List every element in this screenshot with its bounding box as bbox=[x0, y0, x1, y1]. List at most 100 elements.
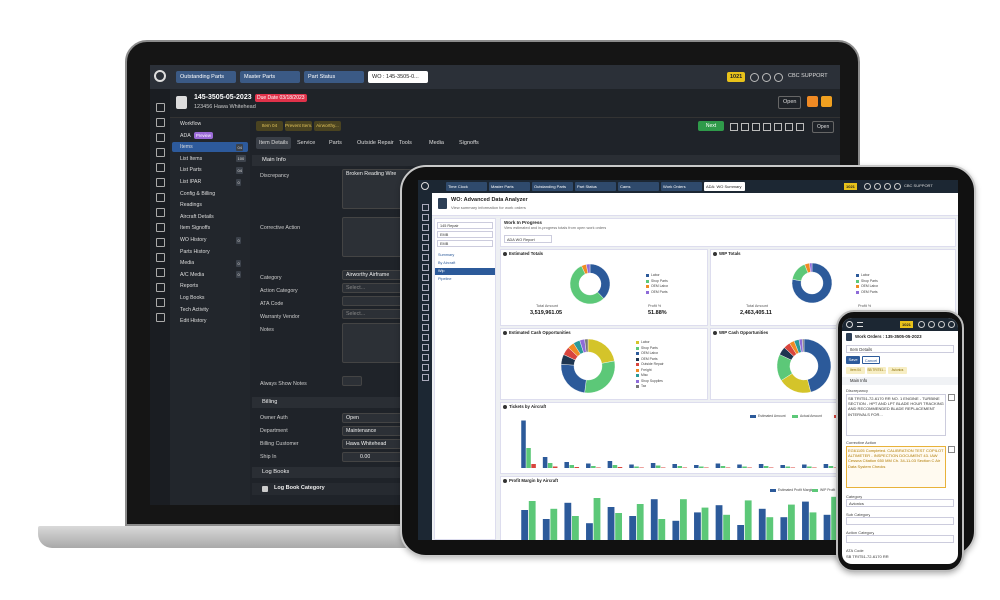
open-button[interactable]: Open bbox=[778, 96, 802, 109]
rail-icon[interactable] bbox=[156, 193, 165, 202]
field-select[interactable] bbox=[846, 517, 954, 525]
rail-icon[interactable] bbox=[156, 118, 165, 127]
nav-item[interactable]: List Items bbox=[180, 155, 203, 162]
tab[interactable]: Outstanding Parts bbox=[532, 182, 573, 191]
action-button[interactable] bbox=[807, 96, 818, 107]
item-button[interactable]: Prevent Item... bbox=[285, 121, 312, 131]
wip-select[interactable]: ADA WO Report bbox=[504, 235, 552, 243]
user-name[interactable]: CBC SUPPORT bbox=[788, 73, 828, 79]
chip[interactable]: Item 04 bbox=[846, 367, 865, 374]
nav-item[interactable]: Tech Activity bbox=[180, 306, 209, 313]
tool-icon[interactable] bbox=[752, 123, 760, 131]
tab[interactable]: Part Status bbox=[304, 71, 364, 83]
tab[interactable]: Outstanding Parts bbox=[176, 71, 236, 83]
icon-button[interactable] bbox=[938, 321, 945, 328]
chip[interactable]: SB TRIT51... bbox=[867, 367, 886, 374]
icon-button[interactable] bbox=[928, 321, 935, 328]
field-select[interactable] bbox=[846, 499, 954, 507]
nav-item[interactable]: List IPAR bbox=[180, 179, 202, 185]
nav-item[interactable]: Media bbox=[180, 260, 195, 267]
nav-item[interactable]: Reports bbox=[180, 283, 199, 290]
action-button[interactable] bbox=[821, 96, 832, 107]
icon-button[interactable] bbox=[762, 73, 771, 82]
rail-icon[interactable] bbox=[422, 354, 429, 361]
edit-icon[interactable] bbox=[948, 446, 955, 453]
rail-icon[interactable] bbox=[156, 268, 165, 277]
subtab[interactable]: Media bbox=[429, 140, 444, 146]
side-select[interactable]: EMB bbox=[437, 231, 493, 238]
rail-icon[interactable] bbox=[156, 223, 165, 232]
subtab[interactable]: Item Details bbox=[256, 137, 292, 149]
rail-icon[interactable] bbox=[422, 234, 429, 241]
rail-icon[interactable] bbox=[422, 294, 429, 301]
rail-icon[interactable] bbox=[156, 103, 165, 112]
rail-icon[interactable] bbox=[422, 324, 429, 331]
cancel-button[interactable]: Cancel bbox=[862, 356, 880, 364]
rail-icon[interactable] bbox=[422, 214, 429, 221]
toggle[interactable] bbox=[342, 376, 362, 386]
nav-item[interactable]: ADA bbox=[180, 132, 191, 139]
tab[interactable]: Time Clock bbox=[446, 182, 487, 191]
field-select[interactable] bbox=[846, 535, 954, 543]
nav-item[interactable]: Config & Billing bbox=[180, 190, 216, 197]
save-button[interactable]: Save bbox=[846, 356, 860, 364]
rail-icon[interactable] bbox=[422, 244, 429, 251]
rail-icon[interactable] bbox=[156, 178, 165, 187]
side-menu-item[interactable]: By Aircraft bbox=[438, 261, 456, 265]
rail-icon[interactable] bbox=[156, 283, 165, 292]
text-area[interactable] bbox=[846, 394, 946, 436]
tool-icon[interactable] bbox=[796, 123, 804, 131]
icon-button[interactable] bbox=[774, 73, 783, 82]
item-button[interactable]: Airworthy... bbox=[314, 121, 341, 131]
checkbox[interactable] bbox=[262, 486, 268, 492]
rail-icon[interactable] bbox=[156, 313, 165, 322]
nav-item[interactable]: Parts History bbox=[180, 248, 210, 255]
rail-icon[interactable] bbox=[156, 163, 165, 172]
icon-button[interactable] bbox=[948, 321, 955, 328]
rail-icon[interactable] bbox=[422, 364, 429, 371]
chip[interactable]: Avionics bbox=[888, 367, 907, 374]
tab[interactable]: WO : 145-3505-0... bbox=[368, 71, 428, 83]
rail-icon[interactable] bbox=[422, 224, 429, 231]
nav-item[interactable]: Item Signoffs bbox=[180, 225, 211, 232]
rail-icon[interactable] bbox=[156, 298, 165, 307]
tab[interactable]: Part Status bbox=[575, 182, 616, 191]
rail-icon[interactable] bbox=[422, 304, 429, 311]
nav-item[interactable]: A/C Media bbox=[180, 271, 205, 278]
side-select[interactable]: 145 Repair bbox=[437, 222, 493, 229]
subtab[interactable]: Outside Repair bbox=[357, 140, 394, 146]
rail-icon[interactable] bbox=[422, 284, 429, 291]
subtab[interactable]: Signoffs bbox=[459, 140, 479, 146]
icon-button[interactable] bbox=[864, 183, 871, 190]
nav-item[interactable]: Readings bbox=[180, 202, 202, 209]
side-menu-item[interactable]: Pipeline bbox=[438, 277, 452, 281]
rail-icon[interactable] bbox=[422, 374, 429, 381]
side-select[interactable]: EMB bbox=[437, 240, 493, 247]
rail-icon[interactable] bbox=[422, 334, 429, 341]
menu-icon[interactable] bbox=[857, 322, 863, 327]
user-name[interactable]: CBC SUPPORT bbox=[904, 183, 933, 188]
rail-icon[interactable] bbox=[156, 208, 165, 217]
tool-icon[interactable] bbox=[785, 123, 793, 131]
icon-button[interactable] bbox=[874, 183, 881, 190]
subtab[interactable]: Parts bbox=[329, 140, 342, 146]
rail-icon[interactable] bbox=[422, 264, 429, 271]
tool-icon[interactable] bbox=[741, 123, 749, 131]
nav-item[interactable]: Aircraft Details bbox=[180, 213, 214, 220]
section-select[interactable]: Item Details bbox=[846, 345, 954, 353]
nav-item[interactable]: List Parts bbox=[180, 167, 202, 174]
tool-icon[interactable] bbox=[730, 123, 738, 131]
nav-item[interactable]: Items bbox=[180, 144, 193, 151]
nav-item[interactable]: Edit History bbox=[180, 318, 207, 325]
nav-item[interactable]: Log Books bbox=[180, 295, 205, 301]
tab[interactable]: Work Orders bbox=[661, 182, 702, 191]
item-button[interactable]: Item 04 bbox=[256, 121, 283, 131]
icon-button[interactable] bbox=[750, 73, 759, 82]
next-button[interactable]: Next bbox=[698, 121, 724, 131]
tool-icon[interactable] bbox=[774, 123, 782, 131]
rail-icon[interactable] bbox=[422, 254, 429, 261]
side-menu-item[interactable]: Wip bbox=[435, 268, 495, 275]
icon-button[interactable] bbox=[894, 183, 901, 190]
rail-icon[interactable] bbox=[156, 133, 165, 142]
subtab[interactable]: Service bbox=[297, 140, 316, 146]
